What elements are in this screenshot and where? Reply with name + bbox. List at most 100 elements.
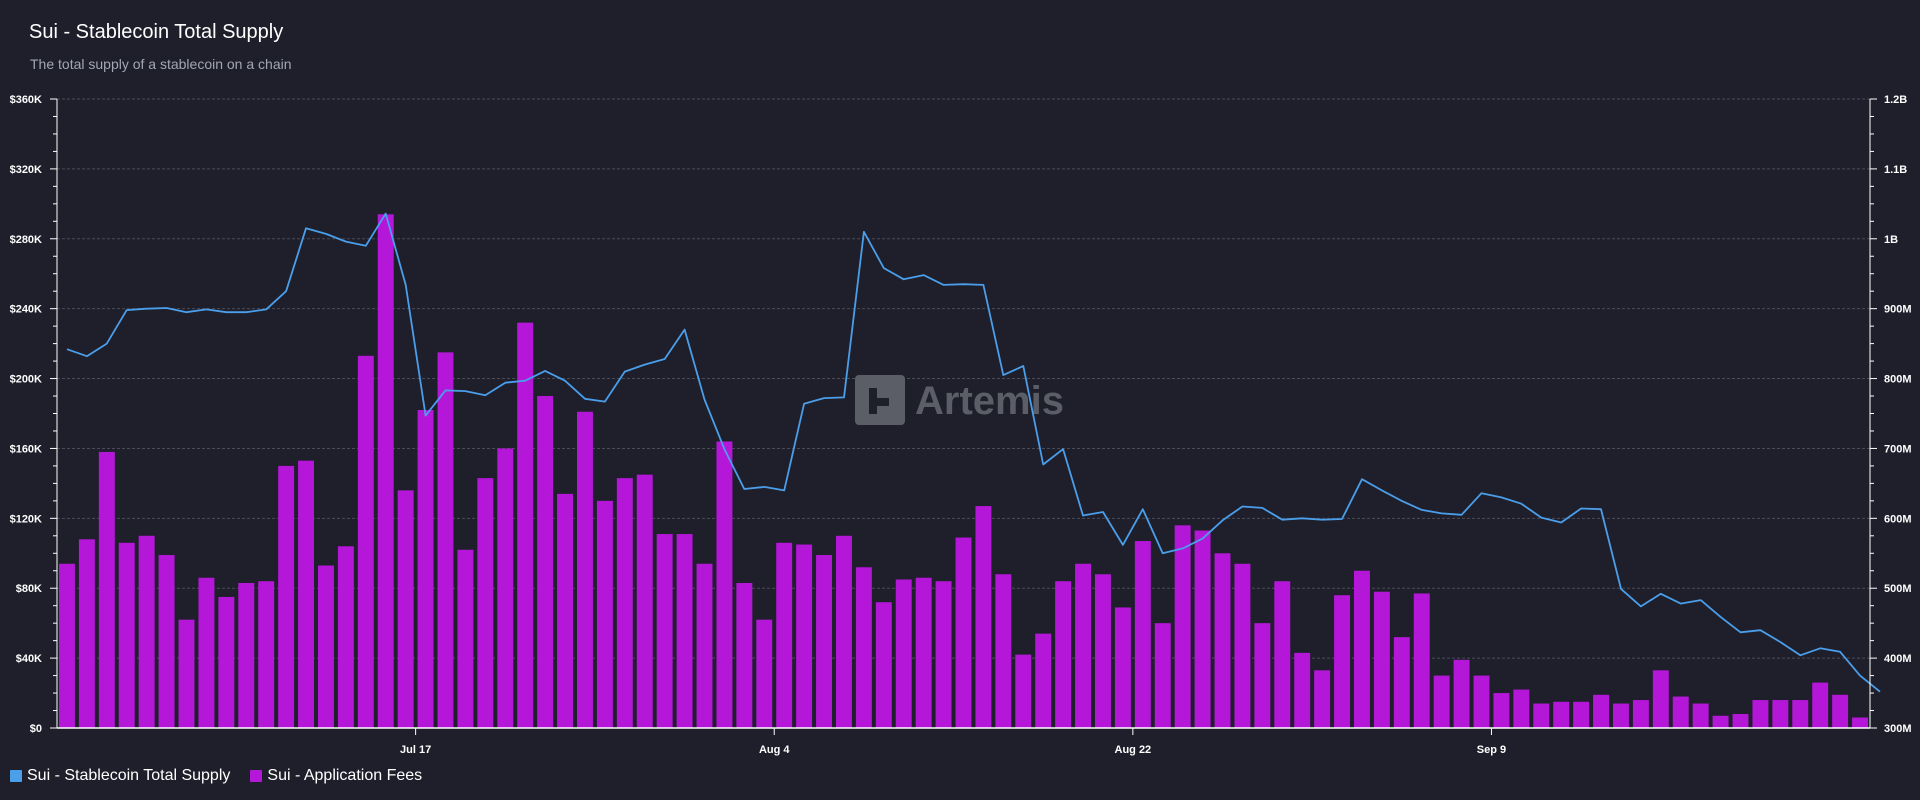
left-axis-tick-label: $320K [10, 164, 42, 176]
fees-bar [1672, 696, 1689, 728]
fees-bar [238, 582, 255, 728]
fees-bar [1413, 593, 1430, 728]
fees-bar [1792, 700, 1809, 728]
fees-bar [1712, 715, 1729, 728]
x-axis-tick-label: Sep 9 [1477, 744, 1506, 756]
chart-subtitle: The total supply of a stablecoin on a ch… [30, 56, 292, 72]
fees-bar [218, 596, 235, 728]
fees-bar [1573, 701, 1590, 728]
right-axis-tick-label: 300M [1884, 723, 1912, 735]
fees-bar [1593, 694, 1610, 728]
fees-bar [158, 555, 175, 728]
fees-bar [198, 577, 215, 728]
fees-bar [955, 537, 972, 728]
fees-bar [1513, 689, 1530, 728]
fees-bar [457, 549, 474, 728]
fees-bar [616, 478, 633, 728]
fees-bar [1772, 700, 1789, 728]
legend-label-supply: Sui - Stablecoin Total Supply [27, 767, 231, 784]
right-axis-tick-label: 1.2B [1884, 94, 1907, 106]
artemis-logo-icon-cut-2 [877, 398, 889, 406]
fees-bar [1154, 623, 1171, 728]
fees-bar [915, 577, 932, 728]
chart-title: Sui - Stablecoin Total Supply [29, 21, 284, 43]
fees-bar [1055, 581, 1072, 728]
fees-bar [1134, 541, 1151, 728]
fees-bar [1094, 574, 1111, 728]
watermark-logo: Artemis [855, 375, 1064, 425]
fees-bar [1553, 701, 1570, 728]
fees-bar [1214, 553, 1231, 728]
right-axis-tick-label: 700M [1884, 443, 1912, 455]
fees-bar [1493, 693, 1510, 728]
fees-bar [537, 396, 554, 728]
fees-bar [656, 534, 673, 728]
x-axis-tick-label: Aug 22 [1115, 744, 1152, 756]
supply-line [66, 212, 1881, 693]
legend-item-supply[interactable]: Sui - Stablecoin Total Supply [10, 767, 230, 785]
x-axis-tick-label: Jul 17 [400, 744, 431, 756]
fees-bar [1832, 694, 1849, 728]
legend-item-fees[interactable]: Sui - Application Fees [250, 767, 422, 785]
right-axis-tick-label: 1.1B [1884, 164, 1907, 176]
x-axis-tick-label: Aug 4 [759, 744, 790, 756]
supply-line-path [66, 212, 1881, 693]
legend-swatch-fees [250, 770, 263, 782]
left-axis-tick-label: $40K [16, 653, 42, 665]
fees-bar [855, 567, 872, 728]
fees-bar [1812, 682, 1829, 728]
fees-bar [98, 451, 115, 728]
fees-bar [1632, 700, 1649, 728]
fees-bar [636, 474, 653, 728]
fees-bar [437, 352, 454, 728]
fees-bar [756, 619, 773, 728]
fees-bar [676, 534, 693, 728]
right-axis-tick-label: 400M [1884, 653, 1912, 665]
chart-legend: Sui - Stablecoin Total Supply Sui - Appl… [10, 767, 422, 785]
fees-bar [835, 535, 852, 728]
left-axis-tick-label: $200K [10, 374, 42, 386]
right-axis-tick-label: 500M [1884, 583, 1912, 595]
fees-bar [517, 322, 534, 728]
fees-bar [1433, 675, 1450, 728]
fees-bar [1174, 525, 1191, 728]
fees-bar [716, 441, 733, 728]
left-axis-tick-label: $120K [10, 513, 42, 525]
right-axis-tick-label: 800M [1884, 374, 1912, 386]
fees-bar [1234, 563, 1251, 728]
fees-bar [58, 563, 75, 728]
fees-bar [1533, 703, 1550, 728]
fees-bar [477, 478, 494, 728]
fees-bar [816, 555, 833, 728]
fees-bar [1254, 623, 1271, 728]
fees-bar [1692, 703, 1709, 728]
fees-bar [557, 493, 574, 728]
right-axis-tick-label: 900M [1884, 304, 1912, 316]
artemis-logo-icon-cut [869, 388, 877, 414]
fees-bar [1035, 633, 1052, 728]
fees-bar [417, 410, 434, 728]
fees-bar [1353, 570, 1370, 728]
fees-bar [298, 460, 315, 728]
left-axis-tick-label: $80K [16, 583, 42, 595]
fees-bar [1393, 637, 1410, 728]
fees-bar [1852, 717, 1869, 728]
fees-bar [1652, 670, 1669, 728]
axes: $0 300M $40K 400M $80K 500M $120K 600M $160K 700M… [10, 94, 1912, 756]
fees-bar [995, 574, 1012, 728]
fees-bar [796, 544, 813, 728]
fees-bar [1612, 703, 1629, 728]
fees-bar [576, 411, 593, 728]
fees-bar [975, 506, 992, 728]
left-axis-tick-label: $160K [10, 443, 42, 455]
fees-bar [1473, 675, 1490, 728]
fees-bar [178, 619, 195, 728]
fees-bar [1114, 607, 1131, 728]
fees-bar [1015, 654, 1032, 728]
fees-bar [776, 542, 793, 728]
fees-bar [1294, 652, 1311, 728]
fees-bar [397, 490, 414, 728]
fees-bar [357, 355, 374, 728]
fees-bar [1732, 714, 1749, 728]
fees-bar [696, 563, 713, 728]
